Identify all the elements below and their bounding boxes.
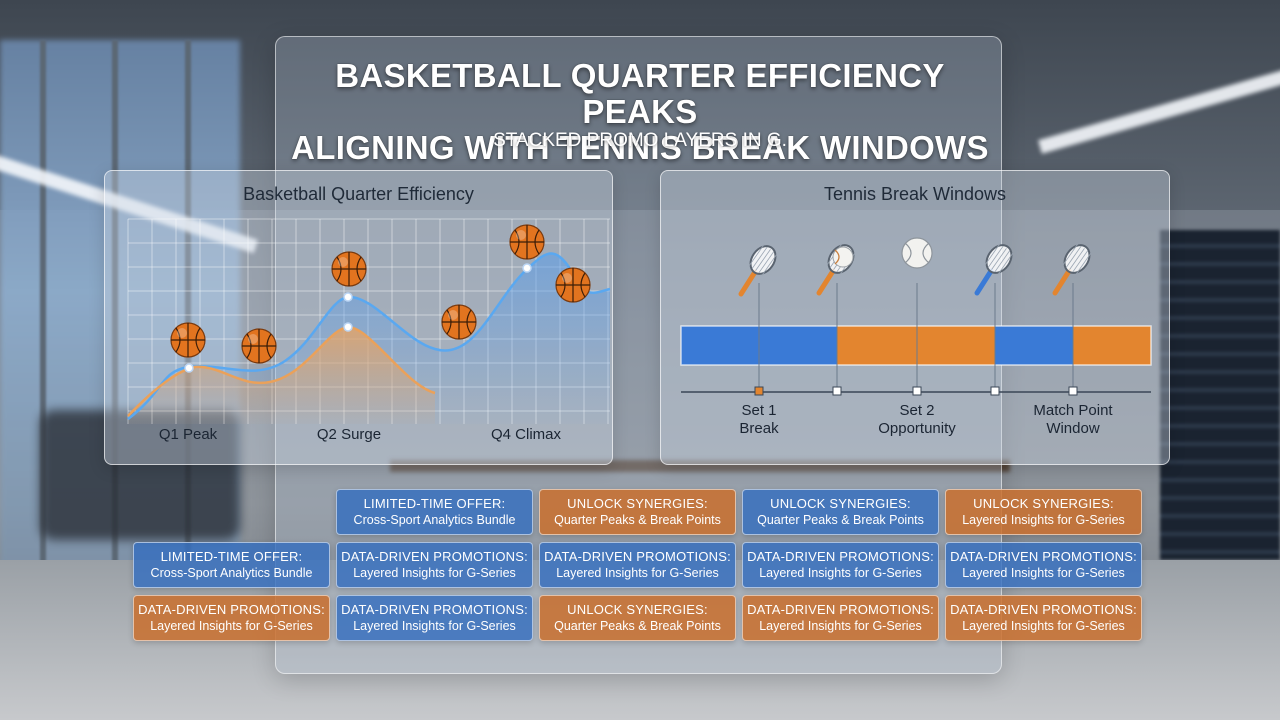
- break-window-segment: [681, 326, 759, 365]
- promo-subtext: Quarter Peaks & Break Points: [554, 619, 721, 633]
- tennis-break-panel: Set 1 Break Set 2 Opportunity Match Point Win…: [660, 170, 1170, 465]
- promo-tile[interactable]: DATA-DRIVEN PROMOTIONS: Layered Insights …: [336, 595, 533, 641]
- basketball-icon: [170, 322, 206, 358]
- promo-tile[interactable]: DATA-DRIVEN PROMOTIONS: Layered Insights …: [539, 542, 736, 588]
- window-mullion: [185, 40, 191, 600]
- basketball-icon: [555, 267, 591, 303]
- promo-heading: DATA-DRIVEN PROMOTIONS:: [341, 549, 528, 564]
- promo-subtext: Cross-Sport Analytics Bundle: [353, 513, 516, 527]
- promo-subtext: Layered Insights for G-Series: [759, 619, 922, 633]
- promo-subtext: Quarter Peaks & Break Points: [757, 513, 924, 527]
- break-window-segment: [1073, 326, 1151, 365]
- promo-subtext: Layered Insights for G-Series: [962, 619, 1125, 633]
- break-window-segment: [995, 326, 1073, 365]
- timeline-tick: [912, 386, 922, 396]
- promo-tile[interactable]: UNLOCK SYNERGIES: Quarter Peaks & Break P…: [539, 489, 736, 535]
- basketball-efficiency-panel: Q1 Peak Q2 Surge Q4 Climax Basketball Quar…: [104, 170, 613, 465]
- promo-heading: LIMITED-TIME OFFER:: [160, 549, 303, 564]
- promo-subtext: Layered Insights for G-Series: [353, 619, 516, 633]
- break-window-segment: [917, 326, 995, 365]
- peak-marker: [343, 292, 353, 302]
- promo-tile[interactable]: DATA-DRIVEN PROMOTIONS: Layered Insights …: [133, 595, 330, 641]
- svg-text:Opportunity: Opportunity: [878, 420, 956, 437]
- basketball-icon: [331, 251, 367, 287]
- promo-heading: DATA-DRIVEN PROMOTIONS:: [138, 602, 325, 617]
- window-mullion: [112, 40, 118, 600]
- quarter-label: Q4 Climax: [491, 426, 562, 443]
- promo-tile[interactable]: LIMITED-TIME OFFER: Cross-Sport Analytics…: [336, 489, 533, 535]
- promo-tile[interactable]: DATA-DRIVEN PROMOTIONS: Layered Insights …: [945, 595, 1142, 641]
- promo-heading: UNLOCK SYNERGIES:: [567, 496, 708, 511]
- promo-subtext: Cross-Sport Analytics Bundle: [150, 566, 313, 580]
- basketball-icon: [241, 328, 277, 364]
- promo-tile[interactable]: LIMITED-TIME OFFER: Cross-Sport Analytics…: [133, 542, 330, 588]
- peak-marker: [184, 363, 194, 373]
- title-line-1: BASKETBALL QUARTER EFFICIENCY PEAKS: [335, 57, 945, 130]
- timeline-tick: [832, 386, 842, 396]
- svg-text:Break: Break: [739, 420, 779, 437]
- window-mullion: [40, 40, 46, 600]
- basketball-panel-title: Basketball Quarter Efficiency: [243, 184, 474, 204]
- server-rack: [1160, 230, 1280, 560]
- promo-heading: DATA-DRIVEN PROMOTIONS:: [341, 602, 528, 617]
- tennis-panel-title: Tennis Break Windows: [823, 184, 1007, 204]
- page-title: BASKETBALL QUARTER EFFICIENCY PEAKS ALIG…: [280, 58, 1000, 166]
- page-subtitle: STACKED PROMO LAYERS IN G.: [493, 130, 787, 151]
- series-area-orange: [128, 327, 435, 424]
- promo-heading: DATA-DRIVEN PROMOTIONS:: [747, 602, 934, 617]
- promo-tile[interactable]: DATA-DRIVEN PROMOTIONS: Layered Insights …: [742, 595, 939, 641]
- promo-heading: UNLOCK SYNERGIES:: [567, 602, 708, 617]
- promo-heading: UNLOCK SYNERGIES:: [770, 496, 911, 511]
- break-window-segment: [759, 326, 837, 365]
- quarter-label: Q2 Surge: [317, 426, 381, 443]
- break-window-bar: [680, 325, 1152, 366]
- break-window-segment: [837, 326, 917, 365]
- promo-tile[interactable]: DATA-DRIVEN PROMOTIONS: Layered Insights …: [742, 542, 939, 588]
- svg-text:Match Point: Match Point: [1033, 402, 1113, 419]
- promo-subtext: Quarter Peaks & Break Points: [554, 513, 721, 527]
- promo-subtext: Layered Insights for G-Series: [150, 619, 313, 633]
- peak-marker: [522, 263, 532, 273]
- desk: [390, 460, 1010, 472]
- timeline-tick: [754, 386, 764, 396]
- basketball-efficiency-chart: Q1 Peak Q2 Surge Q4 Climax: [127, 218, 611, 443]
- basketball-icon: [441, 304, 477, 340]
- tennis-racket-icon: [738, 244, 778, 297]
- promo-tile[interactable]: DATA-DRIVEN PROMOTIONS: Layered Insights …: [336, 542, 533, 588]
- svg-text:Window: Window: [1046, 420, 1100, 437]
- promo-heading: DATA-DRIVEN PROMOTIONS:: [544, 549, 731, 564]
- promo-subtext: Layered Insights for G-Series: [962, 566, 1125, 580]
- promo-subtext: Layered Insights for G-Series: [556, 566, 719, 580]
- promo-subtext: Layered Insights for G-Series: [962, 513, 1125, 527]
- tennis-racket-ball-icon: [816, 243, 856, 296]
- peak-marker: [343, 322, 353, 332]
- tennis-racket-icon: [1052, 243, 1092, 296]
- promo-tile[interactable]: UNLOCK SYNERGIES: Layered Insights for G-…: [945, 489, 1142, 535]
- promo-tile[interactable]: UNLOCK SYNERGIES: Quarter Peaks & Break P…: [742, 489, 939, 535]
- promo-subtext: Layered Insights for G-Series: [353, 566, 516, 580]
- quarter-label: Q1 Peak: [159, 426, 218, 443]
- series-line-orange: [127, 325, 436, 417]
- tennis-ball-icon: [901, 237, 933, 269]
- svg-text:Set 2: Set 2: [899, 402, 934, 419]
- promo-heading: DATA-DRIVEN PROMOTIONS:: [747, 549, 934, 564]
- promo-tile[interactable]: UNLOCK SYNERGIES: Quarter Peaks & Break P…: [539, 595, 736, 641]
- promo-subtext: Layered Insights for G-Series: [759, 566, 922, 580]
- promo-heading: DATA-DRIVEN PROMOTIONS:: [950, 549, 1137, 564]
- promo-heading: UNLOCK SYNERGIES:: [973, 496, 1114, 511]
- basketball-icon: [509, 224, 545, 260]
- promo-tile[interactable]: DATA-DRIVEN PROMOTIONS: Layered Insights …: [945, 542, 1142, 588]
- office-chairs: [40, 410, 240, 540]
- svg-text:Set 1: Set 1: [741, 402, 776, 419]
- title-line-2: ALIGNING WITH TENNIS BREAK WINDOWS: [291, 129, 989, 166]
- promo-heading: LIMITED-TIME OFFER:: [363, 496, 506, 511]
- timeline-tick: [990, 386, 1000, 396]
- promo-heading: DATA-DRIVEN PROMOTIONS:: [950, 602, 1137, 617]
- tennis-racket-icon: [974, 243, 1014, 296]
- timeline-tick: [1068, 386, 1078, 396]
